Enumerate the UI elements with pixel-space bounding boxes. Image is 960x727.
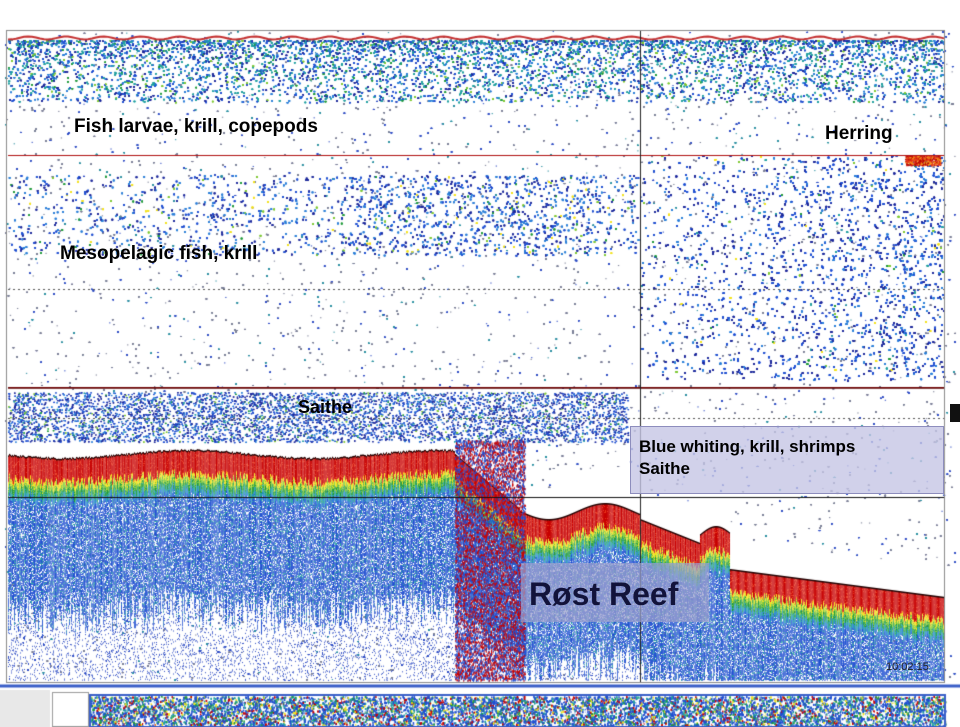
reef-label: Røst Reef: [529, 576, 679, 612]
timestamp: 10:02:15: [886, 661, 929, 673]
bottom-echogram-strip: [0, 683, 960, 727]
black-square-marker-icon[interactable]: [950, 404, 960, 422]
reef-label-box: Røst Reef: [521, 563, 709, 622]
blue-whiting-label: Blue whiting, krill, shrimps: [639, 437, 856, 456]
saithe-label: Saithe: [298, 397, 353, 417]
saithe-lower-label: Saithe: [639, 459, 691, 478]
herring-label: Herring: [825, 123, 893, 144]
blue-whiting-annotation-box: Blue whiting, krill, shrimps Saithe: [630, 426, 944, 494]
mesopelagic-label: Mesopelagic fish, krill: [60, 243, 258, 264]
fish-larvae-label: Fish larvae, krill, copepods: [74, 116, 318, 137]
